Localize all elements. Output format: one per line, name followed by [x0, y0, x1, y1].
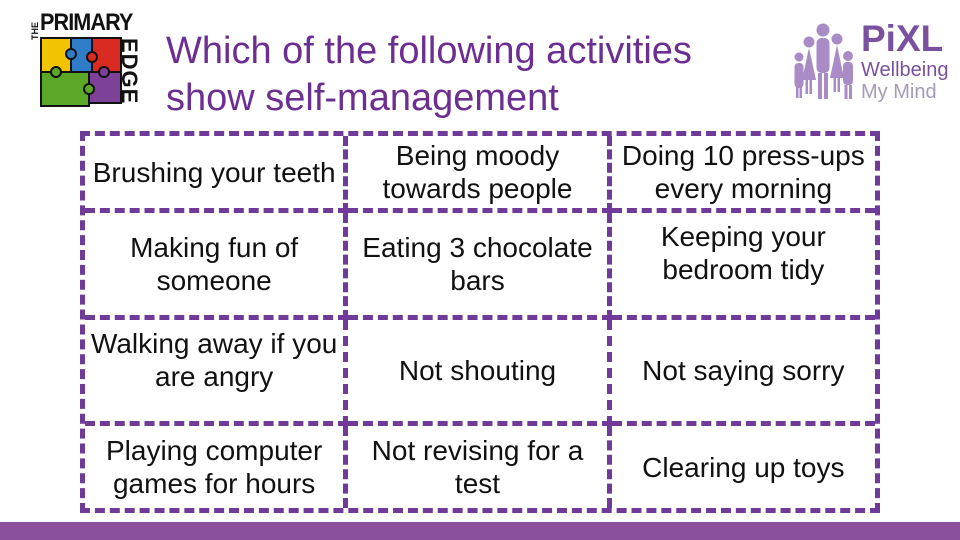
- activity-cell-making-fun: Making fun of someone: [85, 213, 349, 320]
- activity-cell-not-revising: Not revising for a test: [348, 426, 612, 508]
- pixl-strand-label: My Mind: [861, 81, 937, 103]
- logo-primary-label: PRIMARY: [40, 9, 133, 36]
- pixl-wellbeing-logo: PiXL Wellbeing My Mind: [792, 20, 948, 104]
- activity-cell-brushing-teeth: Brushing your teeth: [85, 136, 349, 213]
- activity-cell-being-moody: Being moody towards people: [348, 136, 612, 213]
- activity-cell-not-sorry: Not saying sorry: [611, 320, 875, 426]
- activity-cell-not-shouting: Not shouting: [348, 320, 612, 426]
- pixl-program-label: Wellbeing: [861, 59, 949, 81]
- puzzle-pieces-icon: [40, 37, 122, 107]
- logo-the-label: THE: [30, 22, 40, 40]
- activity-cell-computer-games: Playing computer games for hours: [85, 426, 349, 508]
- slide-title: Which of the following activities show s…: [166, 30, 692, 119]
- activity-cell-walking-away: Walking away if you are angry: [85, 320, 349, 426]
- activity-cell-press-ups: Doing 10 press-ups every morning: [611, 136, 875, 213]
- activities-grid: Brushing your teeth Being moody towards …: [80, 131, 880, 513]
- footer-accent-bar: [0, 522, 960, 540]
- primary-edge-logo: THE PRIMARY EDGE: [24, 9, 142, 118]
- pixl-text-block: PiXL Wellbeing My Mind: [861, 18, 949, 104]
- activity-cell-chocolate-bars: Eating 3 chocolate bars: [348, 213, 612, 320]
- activity-cell-clearing-toys: Clearing up toys: [642, 451, 845, 483]
- family-silhouette-icon: [794, 23, 853, 99]
- pixl-name-label: PiXL: [861, 18, 944, 59]
- activity-cell-bedroom-tidy: Keeping your bedroom tidy: [611, 213, 875, 320]
- logo-edge-label: EDGE: [117, 38, 142, 105]
